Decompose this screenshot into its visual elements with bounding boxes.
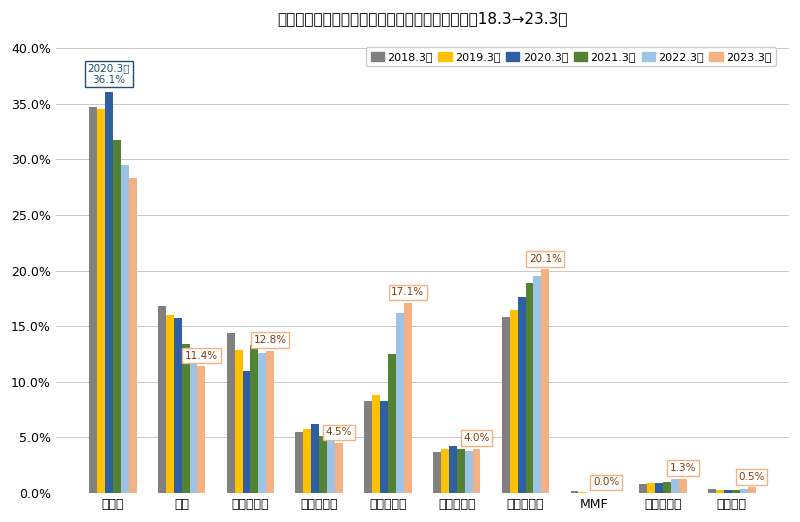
Text: 1.3%: 1.3% — [670, 463, 696, 473]
Bar — [327, 437, 335, 493]
Text: 20.1%: 20.1% — [529, 254, 562, 264]
Bar — [679, 479, 686, 493]
Bar — [319, 436, 327, 493]
Bar — [655, 483, 663, 493]
Bar — [647, 483, 655, 493]
Bar — [190, 360, 198, 493]
Bar — [166, 315, 174, 493]
Bar — [570, 491, 578, 493]
Text: 4.0%: 4.0% — [463, 433, 490, 443]
Bar — [526, 283, 534, 493]
Bar — [441, 448, 449, 493]
Legend: 2018.3末, 2019.3末, 2020.3末, 2021.3末, 2022.3末, 2023.3末: 2018.3末, 2019.3末, 2020.3末, 2021.3末, 2022… — [366, 47, 776, 66]
Text: 0.5%: 0.5% — [738, 472, 765, 482]
Bar — [404, 303, 412, 493]
Bar — [542, 269, 550, 493]
Bar — [534, 276, 542, 493]
Bar — [639, 484, 647, 493]
Bar — [89, 107, 97, 493]
Bar — [335, 443, 343, 493]
Bar — [234, 350, 242, 493]
Bar — [380, 401, 388, 493]
Bar — [663, 482, 671, 493]
Bar — [364, 401, 372, 493]
Bar — [518, 297, 526, 493]
Bar — [198, 366, 206, 493]
Bar — [372, 395, 380, 493]
Bar — [510, 310, 518, 493]
Bar — [303, 429, 311, 493]
Bar — [457, 448, 465, 493]
Bar — [671, 479, 679, 493]
Bar — [121, 165, 129, 493]
Bar — [113, 140, 121, 493]
Bar — [182, 344, 190, 493]
Text: 12.8%: 12.8% — [254, 335, 286, 345]
Bar — [105, 91, 113, 493]
Bar — [129, 178, 137, 493]
Bar — [449, 446, 457, 493]
Bar — [266, 351, 274, 493]
Bar — [311, 424, 319, 493]
Text: 4.5%: 4.5% — [326, 428, 352, 437]
Text: 17.1%: 17.1% — [391, 287, 424, 297]
Bar — [748, 488, 755, 493]
Bar — [396, 313, 404, 493]
Bar — [226, 333, 234, 493]
Bar — [242, 371, 250, 493]
Bar — [295, 432, 303, 493]
Bar — [465, 451, 473, 493]
Text: 2020.3末
36.1%: 2020.3末 36.1% — [88, 63, 130, 85]
Text: 0.0%: 0.0% — [593, 478, 619, 488]
Bar — [97, 109, 105, 493]
Bar — [740, 489, 748, 493]
Bar — [708, 489, 716, 493]
Bar — [433, 452, 441, 493]
Bar — [473, 448, 481, 493]
Text: 11.4%: 11.4% — [185, 351, 218, 361]
Bar — [732, 490, 740, 493]
Title: 企業型確定拠出年金運用商品の選択状況の推移（18.3→23.3）: 企業型確定拠出年金運用商品の選択状況の推移（18.3→23.3） — [277, 11, 568, 26]
Bar — [716, 490, 724, 493]
Bar — [258, 353, 266, 493]
Bar — [250, 345, 258, 493]
Bar — [174, 318, 182, 493]
Bar — [502, 317, 510, 493]
Bar — [388, 354, 396, 493]
Bar — [724, 490, 732, 493]
Bar — [578, 492, 586, 493]
Bar — [158, 306, 166, 493]
